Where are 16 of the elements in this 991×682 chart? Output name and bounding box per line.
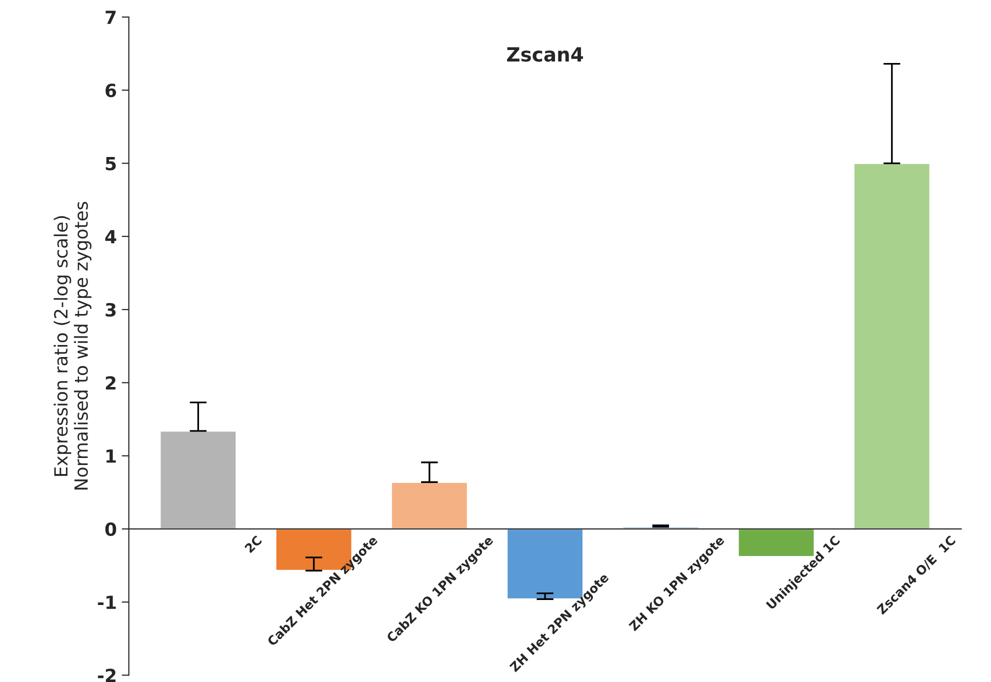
- y-tick-label: -2: [98, 668, 116, 682]
- y-tick-label: 7: [106, 10, 116, 24]
- bar: [159, 430, 238, 530]
- y-tick-label: 3: [106, 303, 116, 317]
- y-tick-label: 2: [106, 376, 116, 390]
- bar: [390, 481, 468, 530]
- y-tick-label: -1: [98, 596, 116, 609]
- y-tick-label: 1: [106, 450, 116, 463]
- bar: [853, 162, 931, 530]
- y-tick-label: 5: [106, 156, 116, 170]
- text: Zscan4: [507, 47, 583, 62]
- x-tick-label: 2C: [244, 535, 262, 554]
- y-tick-label: 0: [105, 522, 116, 536]
- y-axis-title: Expression ratio (2-log scale) Normalised to wild type zygotes: [54, 202, 92, 490]
- y-tick-label: 6: [106, 84, 116, 98]
- y-tick-label: 4: [105, 230, 116, 244]
